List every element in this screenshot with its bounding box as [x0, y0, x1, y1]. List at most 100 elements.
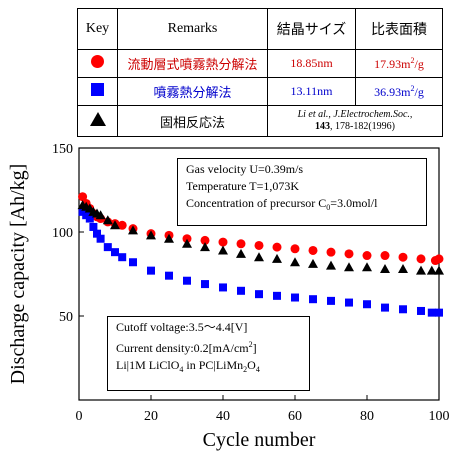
- surface-area-1: 17.93m2/g: [355, 49, 443, 78]
- data-point-circle: [254, 240, 264, 250]
- data-point-circle: [362, 251, 372, 261]
- data-point-triangle: [362, 262, 372, 272]
- x-tick-label: 20: [144, 409, 158, 424]
- data-point-triangle: [308, 258, 318, 268]
- data-point-circle: [416, 254, 426, 264]
- data-point-triangle: [380, 263, 390, 273]
- data-point-square: [201, 280, 209, 289]
- data-point-triangle: [218, 245, 228, 255]
- data-point-triangle: [272, 253, 282, 263]
- data-point-triangle: [102, 215, 113, 225]
- data-point-square: [129, 258, 137, 267]
- data-point-square: [255, 290, 263, 299]
- data-point-square: [165, 271, 173, 280]
- data-point-square: [96, 234, 105, 243]
- data-point-circle: [182, 234, 192, 244]
- gas-velocity-text: Gas velocity U=0.39m/s: [186, 162, 304, 176]
- data-point-circle: [236, 239, 246, 249]
- y-tick-label: 100: [52, 226, 73, 241]
- data-point-square: [427, 308, 436, 317]
- data-point-triangle: [110, 220, 120, 230]
- data-point-triangle: [236, 248, 246, 258]
- data-point-triangle: [426, 265, 437, 275]
- data-point-square: [435, 308, 443, 317]
- x-axis-label: Cycle number: [203, 429, 316, 451]
- red-circle-icon: [77, 49, 118, 78]
- data-point-circle: [344, 249, 354, 259]
- data-point-square: [147, 266, 155, 275]
- current-density-text: Current density:0.2[mA/cm2]: [116, 340, 257, 355]
- data-point-circle: [200, 235, 210, 245]
- data-point-triangle: [398, 263, 408, 273]
- data-point-square: [345, 298, 353, 307]
- data-point-square: [219, 283, 227, 292]
- y-axis-label: Discharge capacity [Ah/kg]: [7, 164, 29, 385]
- data-point-triangle: [290, 257, 300, 267]
- data-point-square: [291, 293, 299, 302]
- surface-area-header: 比表面積: [355, 8, 443, 50]
- chart-marks: [77, 192, 444, 317]
- y-tick-label: 150: [52, 142, 73, 157]
- y-tick-label: 50: [59, 310, 73, 325]
- x-tick-label: 40: [216, 409, 230, 424]
- blue-square-icon: [77, 77, 118, 106]
- data-point-square: [111, 248, 119, 257]
- data-point-square: [93, 229, 101, 238]
- axes: 0 20 40 60 80 100 50 100 150: [52, 142, 450, 424]
- legend-table: Key Remarks 結晶サイズ 比表面積 流動層式噴霧熱分解法 18.85n…: [77, 8, 443, 137]
- data-point-triangle: [326, 260, 336, 270]
- data-point-circle: [326, 247, 336, 257]
- data-point-circle: [434, 254, 444, 264]
- data-point-triangle: [200, 242, 210, 252]
- data-point-triangle: [182, 238, 192, 248]
- data-point-triangle: [254, 252, 264, 262]
- data-point-square: [363, 300, 371, 309]
- data-point-circle: [117, 220, 127, 230]
- data-point-triangle: [128, 225, 138, 235]
- test-conditions-box: Cutoff voltage:3.5～4.4[V] Current densit…: [107, 316, 310, 391]
- data-point-square: [273, 291, 281, 300]
- data-point-triangle: [95, 210, 106, 220]
- black-triangle-icon: [77, 105, 118, 137]
- surface-area-2: 36.93m2/g: [355, 77, 443, 106]
- data-point-circle: [308, 245, 318, 255]
- data-point-square: [85, 214, 94, 223]
- conditions-box: Gas velocity U=0.39m/s Temperature T=1,0…: [177, 158, 427, 226]
- crystal-size-2: 13.11nm: [267, 77, 356, 106]
- data-point-square: [237, 286, 245, 295]
- precursor-concentration-text: Concentration of precursor C0=3.0mol/l: [186, 196, 378, 212]
- key-header: Key: [77, 8, 118, 50]
- legend-remarks-2: 噴霧熱分解法: [117, 77, 268, 106]
- x-tick-label: 0: [76, 409, 83, 424]
- crystal-size-header: 結晶サイズ: [267, 8, 356, 50]
- x-tick-label: 100: [429, 409, 450, 424]
- data-point-circle: [78, 192, 88, 202]
- reference-citation: Li et al., J.Electrochem.Soc., 143, 178-…: [267, 105, 443, 137]
- legend-remarks-1: 流動層式噴霧熱分解法: [117, 49, 268, 78]
- data-point-square: [327, 296, 335, 305]
- data-point-square: [89, 222, 98, 231]
- data-point-square: [118, 253, 127, 262]
- temperature-text: Temperature T=1,073K: [186, 179, 300, 193]
- data-point-square: [417, 306, 425, 315]
- remarks-header: Remarks: [117, 8, 268, 50]
- data-point-circle: [218, 237, 228, 247]
- data-point-square: [103, 243, 112, 252]
- data-point-square: [381, 303, 389, 312]
- data-point-circle: [290, 244, 300, 254]
- data-point-triangle: [344, 262, 354, 272]
- data-point-circle: [398, 252, 408, 262]
- data-point-circle: [272, 242, 282, 252]
- data-point-square: [183, 276, 191, 285]
- crystal-size-1: 18.85nm: [267, 49, 356, 78]
- data-point-square: [399, 305, 407, 314]
- data-point-square: [309, 295, 317, 304]
- cutoff-voltage-text: Cutoff voltage:3.5～4.4[V]: [116, 320, 248, 334]
- x-tick-label: 80: [360, 409, 374, 424]
- data-point-triangle: [416, 265, 426, 275]
- data-point-triangle: [146, 230, 156, 240]
- data-point-circle: [380, 251, 390, 261]
- cell-config-text: Li|1M LiClO4 in PC|LiMn2O4: [116, 358, 260, 374]
- legend-remarks-3: 固相反応法: [117, 105, 268, 137]
